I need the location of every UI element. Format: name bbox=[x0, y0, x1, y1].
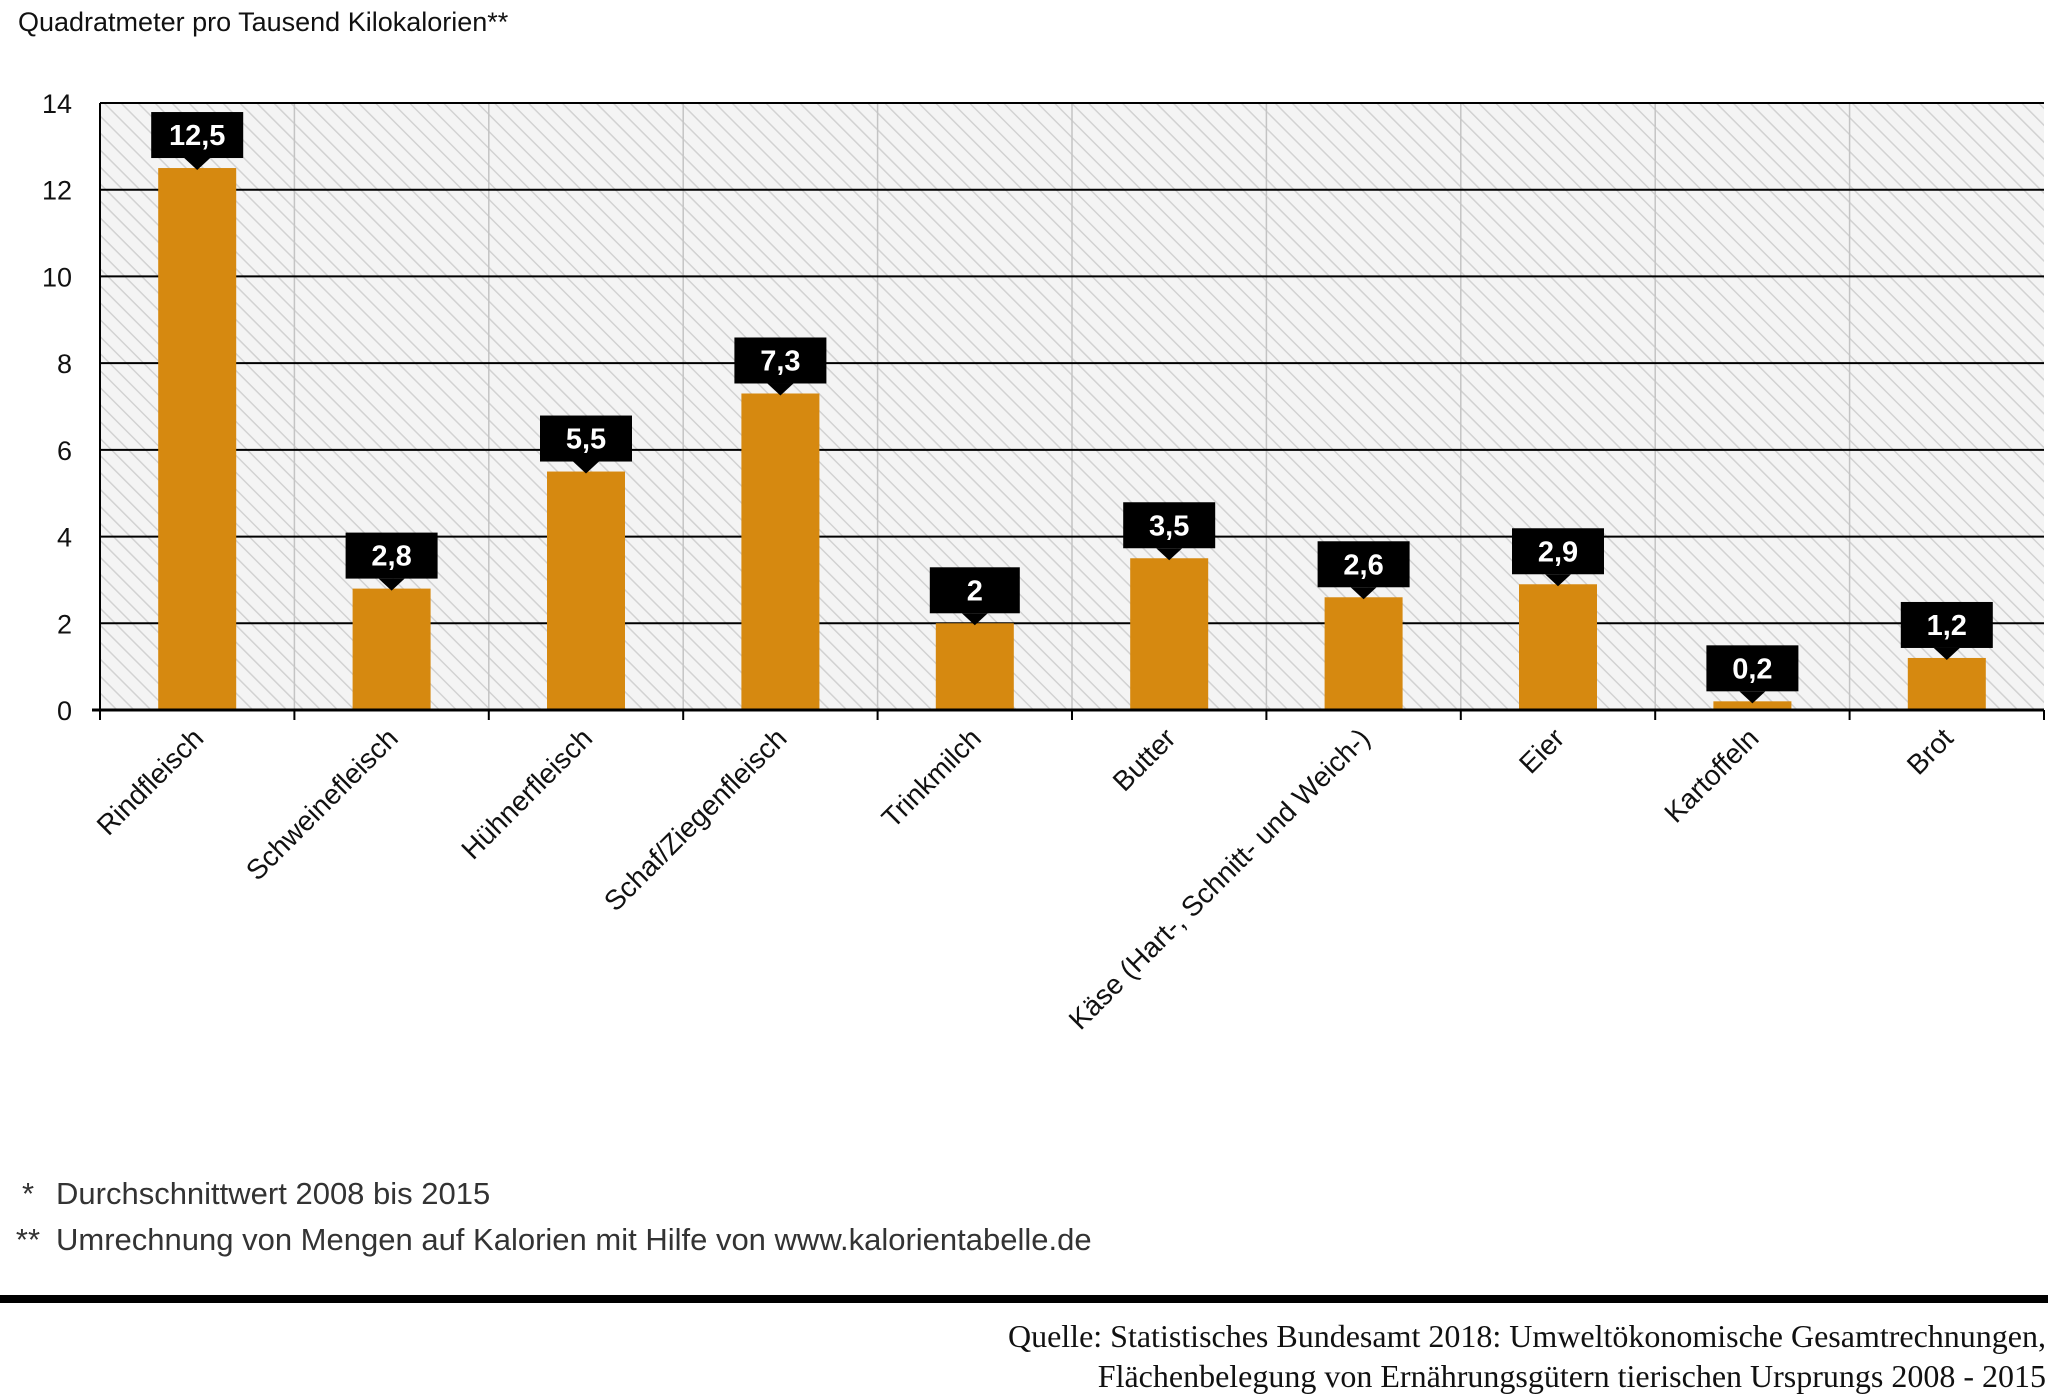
data-label-box bbox=[1317, 541, 1410, 588]
y-tick-label: 12 bbox=[42, 176, 72, 206]
data-label-text: 0,2 bbox=[1732, 653, 1772, 685]
footnote-2-text: Umrechnung von Mengen auf Kalorien mit H… bbox=[56, 1222, 1092, 1257]
footnote-2: ** Umrechnung von Mengen auf Kalorien mit… bbox=[0, 1222, 1092, 1258]
data-label-pointer bbox=[1350, 587, 1377, 600]
x-tick-label: Käse (Hart-, Schnitt- und Weich-) bbox=[1063, 722, 1376, 1035]
bar bbox=[935, 623, 1014, 710]
data-label-text: 7,3 bbox=[760, 345, 800, 377]
bar bbox=[1907, 657, 1986, 710]
x-tick-label: Brot bbox=[1901, 722, 1959, 780]
source-line-2: Flächenbelegung von Ernährungsgütern tie… bbox=[1097, 1358, 2046, 1394]
x-tick-label: Trinkmilch bbox=[876, 722, 987, 833]
data-label: 2,6 bbox=[1317, 541, 1410, 600]
y-tick-label: 10 bbox=[42, 262, 72, 292]
data-label: 0,2 bbox=[1706, 645, 1799, 704]
data-label: 1,2 bbox=[1900, 601, 1993, 660]
data-label: 2 bbox=[929, 567, 1020, 626]
data-label-text: 1,2 bbox=[1927, 610, 1967, 642]
bar bbox=[547, 471, 625, 710]
footnote-1: * Durchschnittwert 2008 bis 2015 bbox=[0, 1176, 490, 1212]
bar bbox=[741, 393, 820, 710]
data-label-box bbox=[1123, 502, 1216, 549]
source-line-1: Quelle: Statistisches Bundesamt 2018: Um… bbox=[1007, 1318, 2046, 1354]
data-label-box bbox=[1900, 601, 1993, 648]
footnote-2-mark: ** bbox=[15, 1222, 41, 1257]
y-tick-label: 14 bbox=[42, 89, 72, 119]
data-label-box bbox=[540, 415, 632, 462]
bar bbox=[352, 588, 431, 710]
source-note: Quelle: Statistisches Bundesamt 2018: Um… bbox=[446, 1316, 2046, 1396]
y-tick-label: 4 bbox=[57, 523, 72, 553]
x-tick-label: Rindfleisch bbox=[91, 722, 210, 841]
y-axis-label: Quadratmeter pro Tausend Kilokalorien** bbox=[18, 7, 509, 37]
bar bbox=[1713, 701, 1792, 710]
data-label-pointer bbox=[1739, 691, 1766, 704]
data-label-text: 12,5 bbox=[169, 120, 225, 152]
data-label: 5,5 bbox=[540, 415, 632, 474]
data-label-pointer bbox=[573, 461, 599, 474]
data-label-text: 2,9 bbox=[1538, 536, 1578, 568]
data-label-text: 2,8 bbox=[371, 541, 411, 573]
x-tick-label: Schweinefleisch bbox=[240, 722, 404, 886]
x-tick-label: Hühnerfleisch bbox=[455, 722, 598, 865]
data-label-text: 2 bbox=[967, 575, 983, 607]
data-label-box bbox=[929, 567, 1020, 614]
data-label-box bbox=[1512, 528, 1604, 575]
data-label-text: 3,5 bbox=[1149, 510, 1189, 542]
data-label: 3,5 bbox=[1123, 502, 1216, 561]
bar bbox=[1130, 558, 1209, 710]
data-label: 2,9 bbox=[1512, 528, 1604, 587]
data-label-pointer bbox=[961, 613, 988, 626]
data-label-box bbox=[345, 532, 438, 579]
data-label-box bbox=[1706, 645, 1799, 692]
bar bbox=[1519, 584, 1597, 710]
data-label-pointer bbox=[767, 383, 794, 396]
data-label-pointer bbox=[184, 158, 211, 171]
bar bbox=[1324, 597, 1403, 710]
footnote-1-mark: * bbox=[21, 1176, 35, 1211]
footnote-1-text: Durchschnittwert 2008 bis 2015 bbox=[56, 1176, 491, 1211]
data-label-box bbox=[151, 112, 244, 159]
data-label-box bbox=[734, 337, 827, 384]
data-label-pointer bbox=[378, 578, 405, 591]
y-tick-label: 8 bbox=[57, 349, 72, 379]
data-label: 7,3 bbox=[734, 337, 827, 396]
x-tick-label: Butter bbox=[1107, 722, 1182, 797]
y-tick-label: 6 bbox=[57, 436, 72, 466]
data-label-text: 2,6 bbox=[1343, 549, 1383, 581]
data-label-pointer bbox=[1156, 548, 1183, 561]
data-label-text: 5,5 bbox=[566, 424, 606, 456]
y-tick-label: 2 bbox=[57, 609, 72, 639]
bar bbox=[158, 168, 237, 711]
y-tick-label: 0 bbox=[57, 696, 72, 726]
data-label-pointer bbox=[1545, 574, 1571, 587]
data-label-pointer bbox=[1933, 647, 1960, 660]
x-tick-label: Kartoffeln bbox=[1658, 722, 1764, 828]
divider bbox=[0, 1295, 2048, 1303]
x-tick-label: Schaf/Ziegenfleisch bbox=[598, 722, 793, 917]
data-label: 12,5 bbox=[151, 112, 244, 171]
data-label: 2,8 bbox=[345, 532, 438, 591]
x-tick-label: Eier bbox=[1513, 722, 1570, 779]
